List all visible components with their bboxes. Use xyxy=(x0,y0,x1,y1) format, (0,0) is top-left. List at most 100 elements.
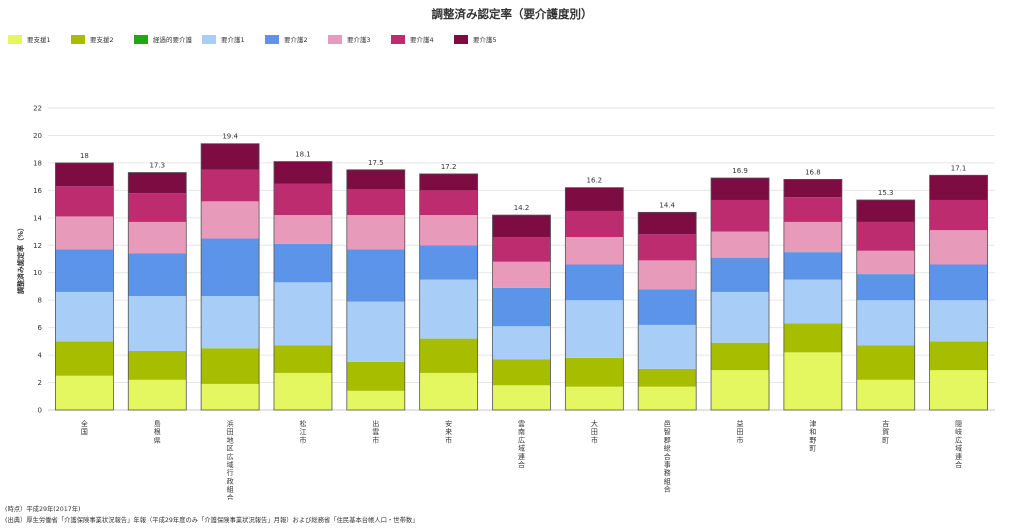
x-tick-label: 邑智郡総合事務組合 xyxy=(664,420,671,494)
bar-segment xyxy=(783,323,842,353)
bar-segment xyxy=(128,253,187,297)
bar-segment xyxy=(711,291,770,343)
bar-segment xyxy=(565,300,624,358)
bar-total-label: 17.3 xyxy=(149,162,165,170)
bar-segment xyxy=(346,169,405,189)
bar-segment xyxy=(273,282,332,346)
bar-segment xyxy=(783,221,842,253)
bar-segment xyxy=(638,234,697,261)
bar-segment xyxy=(492,326,551,360)
footnote-time: (時点）平成29年(2017年) xyxy=(5,506,81,513)
bar-segment xyxy=(492,261,551,288)
legend-item[interactable]: 要介護1 xyxy=(202,34,265,44)
bar-total-label: 16.9 xyxy=(732,167,748,175)
bar-segment xyxy=(201,238,260,297)
legend-label: 経過的要介護 xyxy=(153,36,192,44)
bar-segment xyxy=(856,221,915,251)
x-tick-label: 大田市 xyxy=(591,419,598,444)
bar-segment xyxy=(419,215,478,246)
y-tick-label: 2 xyxy=(38,379,42,387)
legend-label: 要支援1 xyxy=(27,36,51,44)
bar-segment xyxy=(346,301,405,362)
bar-segment xyxy=(929,300,988,342)
chart-title: 調整済み認定率（要介護度別） xyxy=(431,7,593,21)
legend-swatch xyxy=(265,34,279,44)
bar-segment xyxy=(492,287,551,327)
bar-segment xyxy=(201,383,260,410)
bar-segment xyxy=(783,252,842,280)
bar-segment xyxy=(492,359,551,386)
bar-segment xyxy=(201,348,260,384)
bar-total-label: 19.4 xyxy=(222,133,238,141)
legend-item[interactable]: 要支援1 xyxy=(8,34,71,44)
bar-segment xyxy=(419,279,478,339)
bar-segment xyxy=(638,386,697,410)
bar-total-label: 17.5 xyxy=(368,159,384,167)
legend-item[interactable]: 要介護5 xyxy=(454,34,517,44)
bar-outline xyxy=(637,211,697,411)
x-tick-label: 松江市 xyxy=(299,419,306,444)
y-tick-label: 14 xyxy=(33,214,42,222)
x-tick-label: 津和野町 xyxy=(809,420,816,453)
bar-outline xyxy=(127,172,187,411)
bar-segment xyxy=(201,143,260,170)
bar-segment xyxy=(273,372,332,410)
bar-segment xyxy=(856,345,915,380)
bar-segment xyxy=(419,245,478,280)
bar-segment xyxy=(492,385,551,410)
bar-segment xyxy=(783,179,842,198)
bar-segment xyxy=(638,368,697,387)
bar-segment xyxy=(492,215,551,238)
bar-segment xyxy=(783,279,842,324)
y-tick-label: 22 xyxy=(33,105,42,113)
bar-segment xyxy=(711,199,770,232)
legend-item[interactable]: 要介護4 xyxy=(391,34,454,44)
bar-segment xyxy=(273,161,332,184)
bar-total-label: 16.8 xyxy=(805,168,821,176)
legend-swatch xyxy=(391,34,405,44)
bar-total-label: 17.1 xyxy=(951,164,967,172)
legend-item[interactable]: 経過的要介護 xyxy=(134,34,202,44)
bar-outline xyxy=(929,174,988,411)
bar-segment xyxy=(929,175,988,200)
bar-outline xyxy=(492,214,551,411)
bar-segment xyxy=(55,162,114,187)
bar-segment xyxy=(711,231,770,258)
bar-outline xyxy=(55,162,114,411)
legend-label: 要介護5 xyxy=(473,36,497,44)
bar-segment xyxy=(565,237,624,265)
legend-label: 要介護1 xyxy=(221,36,245,44)
bar-outline xyxy=(200,143,260,411)
bar-segment xyxy=(565,264,624,301)
x-tick-label: 島根県 xyxy=(154,419,161,444)
x-tick-label: 隠岐広域連合 xyxy=(955,419,962,469)
bar-segment xyxy=(419,173,478,191)
bar-segment xyxy=(856,379,915,410)
y-tick-label: 18 xyxy=(33,159,42,167)
bar-segment xyxy=(55,216,114,250)
legend-swatch xyxy=(202,34,216,44)
bar-segment xyxy=(128,193,187,222)
bar-segment xyxy=(346,188,405,216)
x-tick-label: 雲南広域連合 xyxy=(518,420,525,469)
bar-total-label: 18.1 xyxy=(295,151,311,159)
bar-segment xyxy=(419,338,478,373)
bar-outline xyxy=(346,169,406,411)
legend-item[interactable]: 要介護2 xyxy=(265,34,328,44)
legend-item[interactable]: 要支援2 xyxy=(71,34,134,44)
bar-segment xyxy=(128,379,187,410)
legend-item[interactable]: 要介護3 xyxy=(328,34,391,44)
bar-segment xyxy=(638,212,697,235)
bar-segment xyxy=(856,199,915,222)
legend-swatch xyxy=(134,34,148,44)
bar-segment xyxy=(856,274,915,301)
bar-total-label: 14.4 xyxy=(659,201,675,209)
bar-segment xyxy=(55,186,114,217)
bar-segment xyxy=(856,300,915,346)
bar-segment xyxy=(201,201,260,239)
bar-segment xyxy=(783,352,842,410)
bar-segment xyxy=(419,372,478,410)
legend-label: 要介護2 xyxy=(284,36,308,44)
x-tick-label: 安来市 xyxy=(445,419,452,444)
bar-segment xyxy=(346,361,405,391)
